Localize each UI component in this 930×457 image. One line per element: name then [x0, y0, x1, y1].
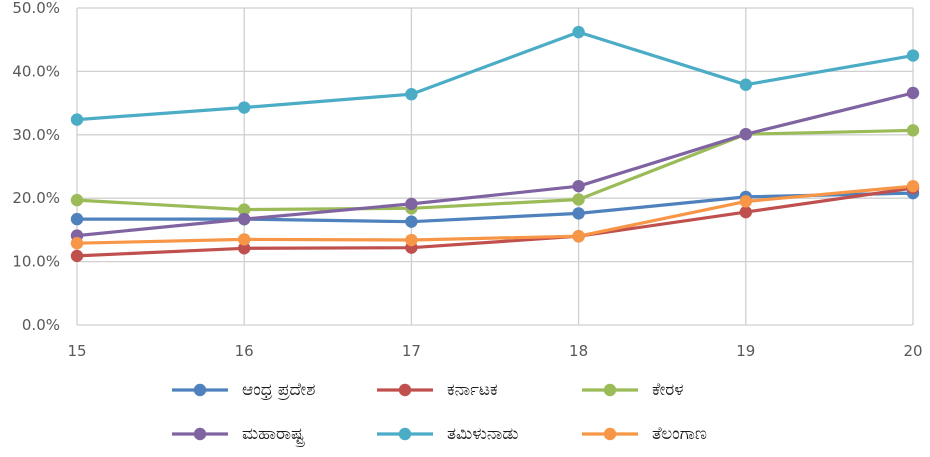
data-point [238, 101, 251, 114]
data-point [70, 113, 84, 126]
series-line-4 [76, 30, 914, 122]
data-point [572, 230, 585, 243]
series-line-5 [76, 184, 914, 245]
data-point [238, 242, 251, 255]
y-tick-label: 20.0% [12, 189, 60, 207]
y-tick-label: 40.0% [12, 62, 60, 80]
legend-item: ಕರ್ನಾಟಕ [375, 375, 580, 405]
legend-label: ಕೇರಳ [652, 380, 684, 400]
series-line-0 [77, 191, 914, 224]
legend-label: ಕರ್ನಾಟಕ [447, 380, 498, 400]
data-point [405, 197, 418, 211]
data-point [70, 237, 84, 250]
legend-label: ಆಂಧ್ರ ಪ್ರದೇಶ [242, 380, 316, 400]
data-point [572, 207, 585, 220]
legend-swatch [377, 427, 433, 441]
legend-swatch [172, 427, 228, 441]
data-point [405, 215, 418, 228]
data-point [906, 124, 920, 137]
y-axis-tick-labels: 0.0% 10.0% 20.0% 30.0% 40.0% 50.0% [12, 0, 60, 334]
legend-item: ಮಹಾರಾಷ್ಟ್ರ [170, 419, 375, 449]
legend-label: ತೆಲಂಗಾಣ [652, 424, 707, 444]
y-tick-label: 30.0% [12, 126, 60, 144]
legend-item: ಕೇರಳ [580, 375, 785, 405]
legend-swatch [172, 383, 228, 397]
data-point [238, 203, 251, 216]
legend-item: ತೆಲಂಗಾಣ [580, 419, 785, 449]
series-markers [70, 25, 920, 263]
data-point [70, 212, 84, 226]
data-point [405, 88, 418, 101]
y-tick-label: 50.0% [12, 0, 60, 17]
data-point [70, 249, 84, 263]
legend-swatch [582, 427, 638, 441]
series-line-2 [76, 128, 914, 212]
y-tick-label: 10.0% [12, 253, 60, 271]
data-point [739, 127, 752, 141]
legend-swatch [582, 383, 638, 397]
x-tick-label: 17 [402, 342, 421, 360]
series-lines [76, 30, 914, 258]
legend-label: ತಮಿಳುನಾಡು [447, 424, 519, 444]
data-point [70, 193, 84, 207]
data-point [572, 193, 585, 206]
data-point [238, 212, 251, 226]
x-tick-label: 16 [235, 342, 254, 360]
line-chart: 0.0% 10.0% 20.0% 30.0% 40.0% 50.0% 15 16 17 18 19… [12, 0, 922, 360]
data-point [906, 179, 920, 193]
series-line-1 [76, 186, 914, 258]
data-point [572, 25, 585, 39]
data-point [906, 86, 920, 100]
x-tick-label: 18 [569, 342, 588, 360]
data-point [906, 49, 920, 62]
y-tick-label: 0.0% [22, 316, 60, 334]
data-point [739, 205, 752, 219]
series-line-3 [76, 91, 914, 238]
data-point [405, 233, 418, 247]
data-point [572, 179, 585, 193]
x-tick-label: 15 [67, 342, 86, 360]
data-point [739, 195, 752, 208]
legend-swatch [377, 383, 433, 397]
legend-label: ಮಹಾರಾಷ್ಟ್ರ [242, 424, 305, 444]
gridlines [76, 7, 914, 326]
x-axis-tick-labels: 15 16 17 18 19 20 [67, 342, 922, 360]
data-point [238, 233, 251, 246]
x-tick-label: 19 [736, 342, 755, 360]
data-point [739, 78, 752, 91]
legend-item: ತಮಿಳುನಾಡು [375, 419, 580, 449]
legend-item: ಆಂಧ್ರ ಪ್ರದೇಶ [170, 375, 375, 405]
legend: ಆಂಧ್ರ ಪ್ರದೇಶ ಕರ್ನಾಟಕ ಕೇರಳ ಮಹಾರಾಷ್ಟ್ರ ತಮಿಳುನಾ… [170, 375, 890, 449]
x-tick-label: 20 [903, 342, 922, 360]
